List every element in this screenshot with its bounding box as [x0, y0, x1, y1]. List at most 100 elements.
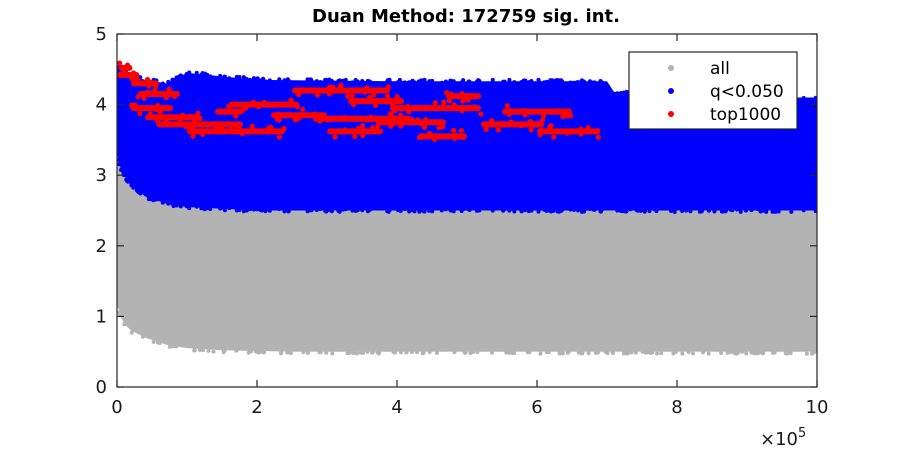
series-all-point [527, 350, 532, 355]
series-all-point [157, 341, 162, 346]
series-top1000-point [366, 94, 373, 101]
series-q-point [743, 208, 748, 213]
series-q-point [336, 208, 341, 213]
series-q-point [578, 80, 583, 85]
series-top1000-point [314, 92, 320, 98]
series-top1000-point [365, 117, 371, 123]
series-q-point [755, 207, 760, 212]
series-all-point [744, 351, 749, 356]
series-q-point [615, 208, 620, 213]
series-all-point [358, 350, 363, 355]
series-all-point [200, 348, 205, 353]
series-q-point [764, 209, 769, 214]
series-all-point [414, 350, 419, 355]
series-top1000-point [183, 123, 189, 130]
series-q-point [385, 208, 390, 213]
series-top1000-point [595, 134, 601, 140]
series-top1000-point [244, 102, 251, 109]
series-q-point [529, 208, 534, 213]
series-all-point [729, 349, 734, 354]
series-top1000-point [551, 134, 557, 140]
x-exponent-power: 5 [798, 426, 806, 441]
chart-title: Duan Method: 172759 sig. int. [312, 6, 620, 27]
series-all-point [167, 344, 172, 349]
x-axis: 0 2 4 6 8 10 [111, 34, 828, 418]
series-all-point [633, 350, 638, 355]
series-q-point [267, 78, 272, 83]
series-top1000-point [426, 130, 433, 137]
legend-label-all: all [710, 59, 730, 79]
series-q-point [261, 208, 266, 213]
series-q-point [523, 208, 528, 213]
series-top1000-point [135, 94, 141, 100]
series-all-point [586, 351, 591, 356]
series-q-point [117, 157, 121, 162]
series-top1000-point [293, 115, 299, 121]
series-q-point [194, 204, 199, 209]
series-q-point [647, 209, 652, 214]
series-q-point [343, 207, 348, 212]
series-top1000-point [177, 117, 183, 123]
series-all-point [206, 348, 211, 353]
series-all-point [580, 350, 585, 355]
series-top1000-point [527, 119, 533, 125]
series-q-point [634, 208, 639, 213]
series-top1000-point [325, 117, 332, 123]
series-all-point [318, 350, 323, 355]
series-q-point [171, 77, 176, 82]
series-top1000-point [439, 104, 446, 110]
series-top1000-point [281, 125, 287, 132]
series-top1000-point [256, 128, 262, 135]
series-all-point [691, 351, 696, 356]
series-q-point [248, 207, 253, 212]
series-top1000-point [144, 89, 150, 95]
series-all-point [278, 351, 283, 356]
series-all-point [595, 350, 600, 355]
series-all-point [680, 351, 685, 356]
series-all-point [512, 351, 517, 356]
series-all-point [197, 347, 202, 352]
series-top1000-point [398, 123, 404, 129]
series-q-point [255, 76, 260, 81]
series-top1000-point [528, 127, 534, 133]
series-q-point [129, 183, 134, 188]
series-top1000-point [288, 97, 294, 103]
series-top1000-point [130, 70, 137, 76]
series-top1000-point [362, 89, 368, 95]
series-q-point [443, 207, 448, 212]
series-top1000-point [299, 87, 305, 93]
series-q-point [588, 207, 593, 212]
series-q-point [735, 207, 740, 212]
series-all-point [221, 350, 226, 355]
series-top1000-point [385, 84, 391, 90]
series-all-point [629, 350, 634, 355]
series-all-point [610, 351, 615, 356]
legend-box [628, 51, 798, 130]
series-q-point [166, 79, 171, 84]
series-top1000-point [377, 98, 383, 105]
series-q-point [536, 77, 541, 82]
series-all-point [755, 351, 760, 356]
series-q-point [343, 77, 348, 82]
series-all-point [285, 350, 290, 355]
series-q-point [427, 79, 432, 84]
series-all-point [810, 349, 815, 354]
series-top1000-point [450, 127, 457, 133]
series-all-point [140, 334, 145, 339]
series-q-point [591, 80, 596, 85]
legend-label-top1000: top1000 [710, 105, 781, 125]
series-q-point [208, 74, 213, 79]
series-top1000-cluster [376, 119, 446, 126]
series-all-point [645, 350, 650, 355]
series-top1000-point [228, 101, 234, 108]
series-top1000-point [585, 125, 591, 131]
series-all-point [211, 349, 216, 354]
series-q-point [474, 208, 479, 213]
series-top1000-point [595, 128, 601, 134]
series-top1000-point [360, 132, 366, 139]
series-q-point [789, 209, 794, 214]
series-q-point [688, 209, 693, 214]
series-q-point [204, 74, 209, 79]
series-top1000-point [459, 91, 465, 97]
